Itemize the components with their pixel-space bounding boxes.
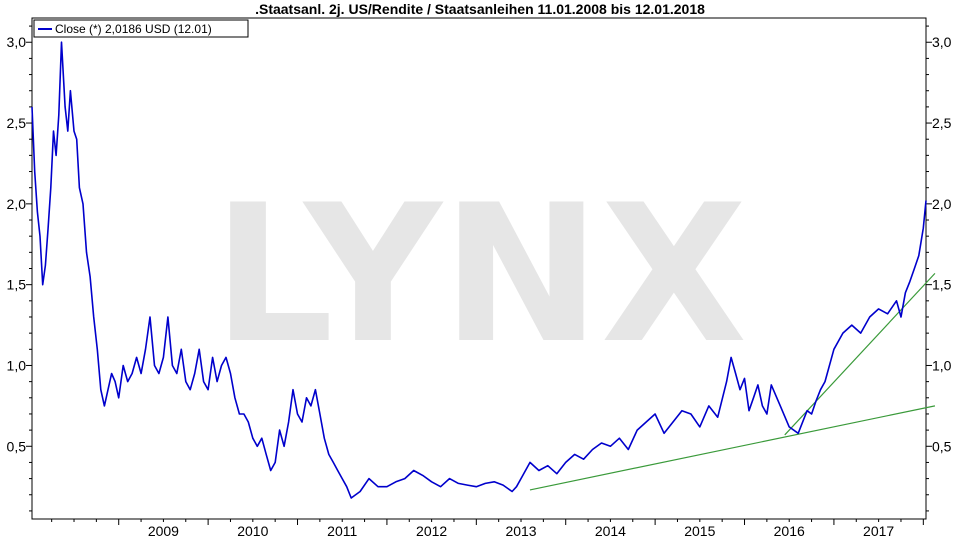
series-line (31, 41, 927, 499)
watermark: LYNX (213, 164, 748, 385)
y-tick-label-left: 1,0 (7, 357, 27, 373)
x-tick-label: 2010 (237, 523, 268, 539)
x-tick-label: 2012 (416, 523, 447, 539)
x-tick-label: 2016 (774, 523, 805, 539)
legend-label: Close (*) 2,0186 USD (12.01) (55, 22, 212, 36)
x-tick-label: 2013 (505, 523, 536, 539)
y-tick-label-left: 1,5 (7, 277, 27, 293)
y-tick-label-right: 1,5 (932, 277, 952, 293)
y-tick-label-left: 2,0 (7, 196, 27, 212)
y-tick-label-right: 2,0 (932, 196, 952, 212)
x-tick-label: 2011 (327, 523, 357, 539)
axis-ticks: 2009 2010 2011 2012 2013 2014 2015 2016 2017 0,5 0… (7, 25, 952, 539)
y-tick-label-right: 0,5 (932, 438, 952, 454)
legend: Close (*) 2,0186 USD (12.01) (33, 19, 249, 38)
trendline (784, 272, 936, 436)
y-tick-label-right: 3,0 (932, 34, 952, 50)
x-tick-label: 2017 (863, 523, 894, 539)
x-tick-label: 2015 (684, 523, 715, 539)
trendlines (529, 272, 936, 491)
y-tick-label-left: 2,5 (7, 115, 27, 131)
y-tick-label-left: 3,0 (7, 34, 27, 50)
series-layer (31, 41, 927, 499)
y-tick-label-right: 1,0 (932, 357, 952, 373)
y-tick-label-right: 2,5 (932, 115, 952, 131)
trendline (529, 405, 936, 491)
x-tick-label: 2014 (595, 523, 626, 539)
chart-title: .Staatsanl. 2j. US/Rendite / Staatsanlei… (255, 1, 705, 17)
y-tick-label-left: 0,5 (7, 438, 27, 454)
x-tick-label: 2009 (148, 523, 179, 539)
legend-box (33, 19, 249, 38)
